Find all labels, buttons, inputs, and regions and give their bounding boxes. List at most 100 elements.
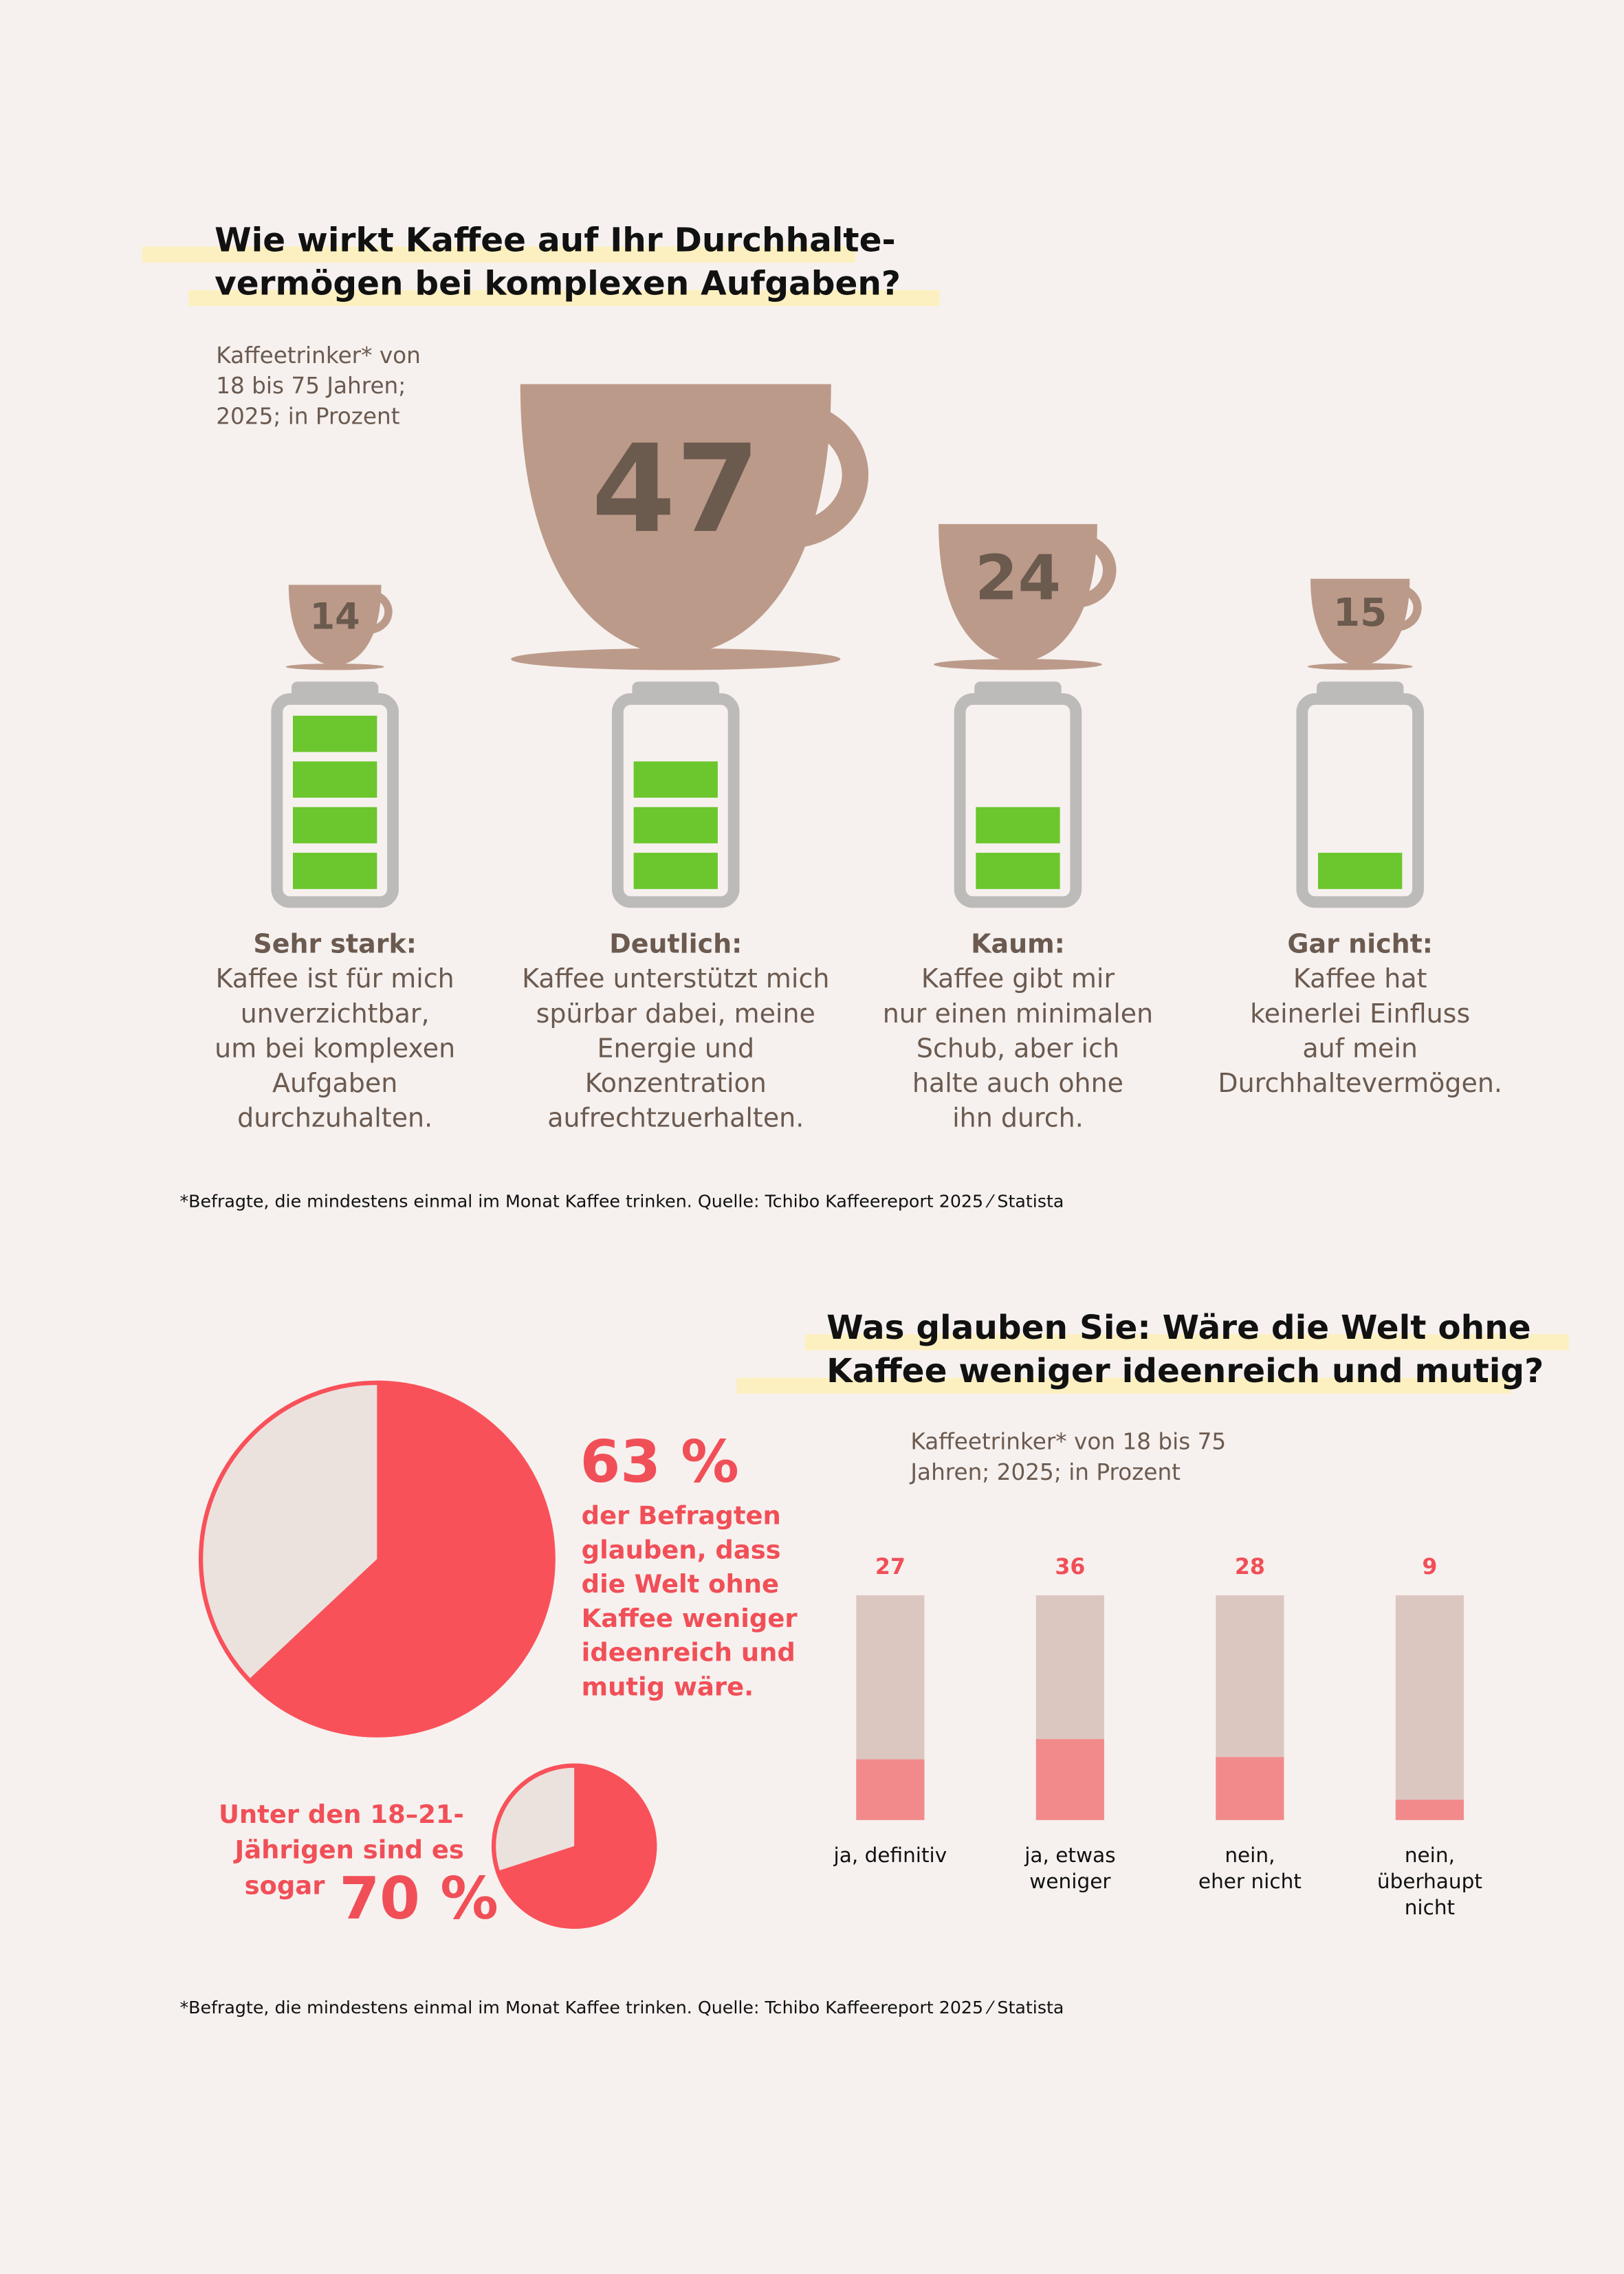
highlight — [804, 1334, 1569, 1351]
bar — [1395, 1800, 1464, 1820]
chart-title: Wie wirkt Kaffee auf Ihr Durchhalte- — [215, 221, 896, 259]
pie-text: sogar — [245, 1870, 326, 1900]
category-description: spürbar dabei, meine — [536, 998, 815, 1029]
category-description: Konzentration — [585, 1068, 767, 1098]
cup — [285, 584, 393, 670]
footnote: *Befragte, die mindestens einmal im Mona… — [180, 1191, 1064, 1211]
cup-value: 14 — [310, 595, 360, 637]
pie-text: die Welt ohne — [582, 1569, 779, 1599]
battery-segment — [293, 761, 377, 798]
category-description: Durchhaltevermögen. — [1218, 1068, 1502, 1098]
battery-segment — [633, 853, 718, 889]
subtitle: 2025; in Prozent — [216, 403, 399, 429]
cup-value: 15 — [1333, 591, 1387, 635]
battery-segment — [293, 807, 377, 844]
cup — [934, 524, 1117, 670]
cup — [1307, 578, 1422, 670]
category-description: ihn durch. — [952, 1103, 1084, 1133]
cup-bowl — [1310, 578, 1410, 666]
category-label: ja, etwas — [1024, 1844, 1115, 1867]
value-label: 70 % — [339, 1865, 498, 1932]
battery-segment — [293, 715, 377, 752]
cup-bowl — [939, 524, 1097, 662]
pie-text: mutig wäre. — [582, 1672, 754, 1701]
pie-text: Jährigen sind es — [232, 1835, 463, 1865]
category-description: nur einen minimalen — [883, 998, 1154, 1029]
highlight — [736, 1377, 1511, 1394]
battery-body — [954, 693, 1082, 908]
value-label: 28 — [1235, 1555, 1265, 1579]
category-label: Deutlich: — [609, 929, 742, 959]
bar — [1035, 1739, 1104, 1820]
pie-text: glauben, dass — [582, 1535, 781, 1564]
chart-title: Kaffee weniger ideenreich und mutig? — [826, 1352, 1544, 1390]
battery — [1296, 681, 1424, 908]
category-description: Aufgaben — [272, 1068, 397, 1098]
subtitle: 18 bis 75 Jahren; — [216, 373, 406, 399]
cup-bowl — [520, 384, 831, 655]
pie-text: der Befragten — [582, 1501, 781, 1531]
category-description: auf mein — [1302, 1033, 1418, 1063]
category-description: Energie und — [597, 1033, 754, 1063]
category-description: Kaffee ist für mich — [216, 963, 454, 994]
bar — [856, 1759, 925, 1820]
battery-body — [611, 693, 740, 908]
category-description: Kaffee hat — [1293, 963, 1427, 994]
battery-segment — [633, 807, 718, 844]
category-label: Sehr stark: — [253, 929, 417, 959]
highlight — [142, 246, 856, 263]
subtitle: Kaffeetrinker* von 18 bis 75 — [910, 1428, 1226, 1454]
chart-title: vermögen bei komplexen Aufgaben? — [215, 265, 901, 303]
value-label: 27 — [875, 1555, 906, 1579]
category-label: Gar nicht: — [1287, 929, 1433, 959]
pie-text: Unter den 18–21- — [219, 1800, 464, 1829]
category-description: aufrechtzuerhalten. — [547, 1103, 804, 1133]
category-label: weniger — [1029, 1870, 1111, 1893]
value-label: 36 — [1055, 1555, 1085, 1579]
bar-track — [1395, 1595, 1464, 1820]
battery-body — [1296, 693, 1424, 908]
category-label: überhaupt — [1377, 1870, 1482, 1893]
chart-title: Was glauben Sie: Wäre die Welt ohne — [826, 1309, 1531, 1347]
category-description: keinerlei Einfluss — [1250, 998, 1470, 1029]
battery-segment — [976, 853, 1060, 889]
battery — [271, 681, 399, 908]
battery-segment — [976, 807, 1060, 844]
category-description: halte auch ohne — [912, 1068, 1123, 1098]
pie-slice — [247, 1380, 556, 1738]
value-label: 9 — [1422, 1555, 1437, 1579]
category-label: nein, — [1225, 1844, 1275, 1867]
cup-bowl — [288, 584, 382, 666]
saucer — [1307, 663, 1413, 670]
bar — [1216, 1757, 1284, 1820]
battery-segment — [293, 853, 377, 889]
category-description: unverzichtbar, — [241, 998, 430, 1029]
category-description: Kaffee unterstützt mich — [522, 963, 829, 994]
cup-value: 47 — [591, 418, 760, 560]
subtitle: Kaffeetrinker* von — [216, 342, 421, 369]
cup-value: 24 — [975, 542, 1061, 614]
subtitle: Jahren; 2025; in Prozent — [909, 1459, 1181, 1485]
highlight — [188, 289, 940, 307]
category-label: nein, — [1405, 1844, 1455, 1867]
battery-segment — [633, 761, 718, 798]
category-description: um bei komplexen — [215, 1033, 455, 1063]
category-label: nicht — [1405, 1896, 1455, 1919]
footnote: *Befragte, die mindestens einmal im Mona… — [180, 1998, 1064, 2018]
cup — [511, 384, 868, 670]
saucer — [285, 664, 384, 670]
saucer — [511, 648, 841, 670]
battery — [611, 681, 740, 908]
category-label: eher nicht — [1198, 1870, 1302, 1893]
saucer — [934, 659, 1102, 670]
value-label: 63 % — [580, 1428, 739, 1496]
pie-slice — [495, 1763, 657, 1929]
category-description: Schub, aber ich — [917, 1033, 1119, 1063]
category-label: ja, definitiv — [833, 1844, 947, 1867]
category-label: Kaum: — [971, 929, 1065, 959]
category-description: Kaffee gibt mir — [921, 963, 1115, 994]
category-description: durchzuhalten. — [237, 1103, 432, 1133]
pie-text: ideenreich und — [582, 1638, 795, 1668]
